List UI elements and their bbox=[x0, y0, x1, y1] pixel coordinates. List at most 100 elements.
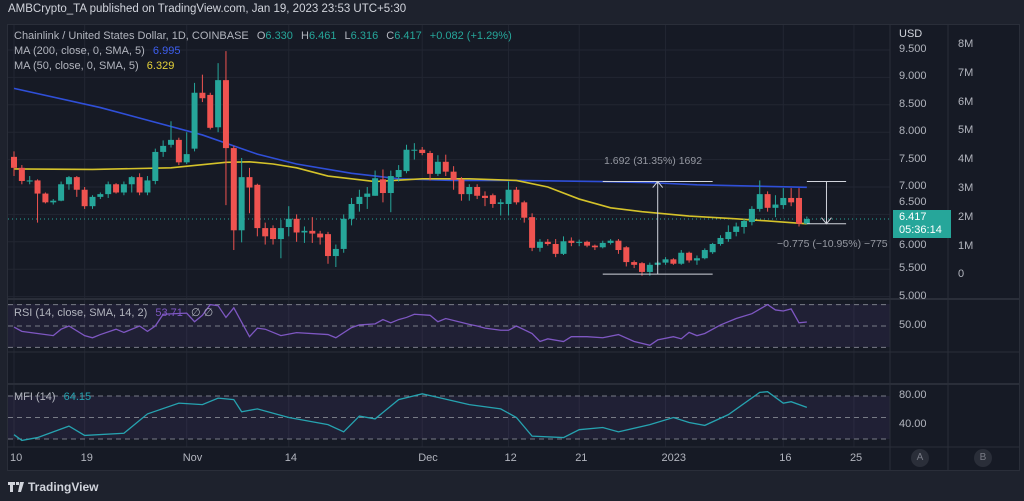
candle-body bbox=[277, 228, 284, 240]
candle-body bbox=[748, 208, 755, 223]
candle-body bbox=[262, 228, 269, 237]
symbol-legend[interactable]: Chainlink / United States Dollar, 1D, CO… bbox=[14, 30, 512, 42]
measure-label-up: 1.692 (31.35%) 1692 bbox=[604, 155, 703, 167]
candle-body bbox=[741, 220, 748, 228]
candle-body bbox=[97, 194, 104, 197]
close-value: 6.417 bbox=[394, 30, 422, 42]
candle-body bbox=[26, 180, 33, 182]
symbol-name: Chainlink / United States Dollar, 1D, CO… bbox=[14, 30, 249, 42]
candle-body bbox=[489, 195, 496, 204]
arrow-up-icon bbox=[652, 180, 664, 188]
candle-body bbox=[521, 202, 528, 218]
candle bbox=[450, 166, 457, 190]
candle-body bbox=[772, 204, 779, 208]
rsi-tick: 50.00 bbox=[899, 319, 927, 331]
candle bbox=[442, 154, 449, 177]
time-tick: 21 bbox=[575, 452, 588, 464]
candle bbox=[58, 181, 65, 202]
pane-separators bbox=[8, 25, 1019, 470]
candle-body bbox=[607, 240, 614, 243]
candle bbox=[748, 206, 755, 226]
candle-body bbox=[693, 258, 700, 261]
price-tick: 6.500 bbox=[899, 196, 927, 208]
candle bbox=[348, 197, 355, 226]
volume-tick: 0 bbox=[958, 268, 965, 281]
candle bbox=[678, 250, 685, 265]
low-value: 6.316 bbox=[350, 30, 379, 42]
mfi-tick: 80.00 bbox=[899, 388, 927, 401]
candle-body bbox=[152, 151, 159, 181]
candle bbox=[576, 239, 583, 247]
candle-body bbox=[387, 176, 394, 194]
candle-body bbox=[576, 241, 583, 243]
candle-body bbox=[325, 234, 331, 257]
high-value: 6.461 bbox=[308, 30, 337, 42]
candle-body bbox=[639, 263, 645, 272]
candle bbox=[466, 184, 473, 201]
candle bbox=[372, 170, 379, 196]
candle bbox=[584, 240, 591, 248]
candle-body bbox=[411, 149, 418, 151]
mfi-legend[interactable]: MFI (14) 64.15 bbox=[14, 391, 91, 403]
candle bbox=[199, 74, 206, 103]
price-tick: 6.000 bbox=[899, 239, 927, 251]
time-tick: 10 bbox=[10, 452, 23, 464]
candle-body bbox=[450, 171, 457, 180]
candle bbox=[222, 51, 229, 206]
candle-body bbox=[285, 218, 292, 228]
candle-body bbox=[796, 197, 802, 224]
time-tick: Nov bbox=[182, 452, 203, 464]
candle-body bbox=[427, 153, 434, 174]
candle-body bbox=[803, 218, 810, 224]
candle bbox=[411, 143, 418, 160]
candle bbox=[419, 146, 426, 156]
candle bbox=[646, 262, 653, 276]
candle bbox=[238, 157, 245, 243]
candle-body bbox=[73, 177, 80, 190]
candle bbox=[591, 244, 598, 251]
rsi-legend[interactable]: RSI (14, close, SMA, 14, 2) 53.71 ∅ ∅ bbox=[14, 306, 213, 319]
compare-a-button[interactable]: A bbox=[911, 449, 929, 467]
close-label: C bbox=[386, 30, 395, 42]
ma200-label: MA (200, close, 0, SMA, 5) bbox=[14, 45, 145, 57]
volume-tick: 4M bbox=[958, 153, 974, 166]
candle-body bbox=[395, 170, 402, 178]
candle bbox=[764, 191, 771, 212]
candle-body bbox=[646, 264, 653, 272]
candle-body bbox=[238, 177, 245, 231]
candle bbox=[34, 179, 41, 223]
ma50-line bbox=[13, 160, 807, 225]
ma50-legend[interactable]: MA (50, close, 0, SMA, 5) 6.329 bbox=[14, 60, 174, 72]
candle bbox=[254, 183, 261, 237]
tradingview-logo[interactable]: TradingView bbox=[8, 480, 98, 494]
candle-body bbox=[215, 80, 222, 128]
candle-body bbox=[340, 218, 347, 249]
volume-tick: 2M bbox=[958, 210, 974, 223]
time-tick: 19 bbox=[80, 452, 93, 464]
open-label: O bbox=[256, 30, 266, 42]
candle-body bbox=[81, 189, 88, 207]
candle-body bbox=[529, 217, 536, 248]
candle-body bbox=[474, 187, 481, 196]
candle bbox=[73, 176, 80, 197]
tradingview-logo-icon bbox=[8, 482, 24, 492]
candle-body bbox=[670, 259, 677, 264]
change-value: +0.082 (+1.29%) bbox=[429, 30, 512, 42]
candle-body bbox=[191, 92, 198, 149]
candle bbox=[733, 222, 740, 237]
ma200-legend[interactable]: MA (200, close, 0, SMA, 5) 6.995 bbox=[14, 45, 180, 57]
candle-body bbox=[599, 242, 606, 248]
candles bbox=[11, 51, 810, 276]
candle-body bbox=[199, 92, 206, 99]
candle-body bbox=[309, 230, 316, 234]
chart-frame[interactable] bbox=[7, 24, 1020, 471]
candle-body bbox=[105, 184, 112, 195]
candle-body bbox=[725, 231, 732, 240]
candle bbox=[293, 214, 300, 242]
candle bbox=[717, 235, 724, 246]
candle bbox=[356, 189, 363, 212]
candle-body bbox=[662, 259, 669, 263]
candle-body bbox=[505, 189, 512, 204]
compare-b-button[interactable]: B bbox=[974, 449, 992, 467]
